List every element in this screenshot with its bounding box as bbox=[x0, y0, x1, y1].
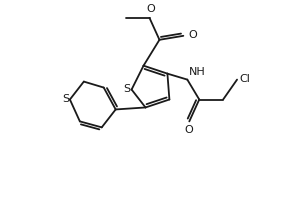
Text: Cl: Cl bbox=[239, 74, 250, 84]
Text: S: S bbox=[62, 94, 69, 104]
Text: NH: NH bbox=[189, 67, 206, 77]
Text: methoxy: methoxy bbox=[100, 14, 122, 20]
Text: S: S bbox=[123, 84, 130, 94]
Text: O: O bbox=[188, 30, 197, 40]
Text: O: O bbox=[184, 125, 193, 135]
Text: methoxy: methoxy bbox=[113, 9, 135, 14]
Text: O: O bbox=[146, 4, 155, 14]
